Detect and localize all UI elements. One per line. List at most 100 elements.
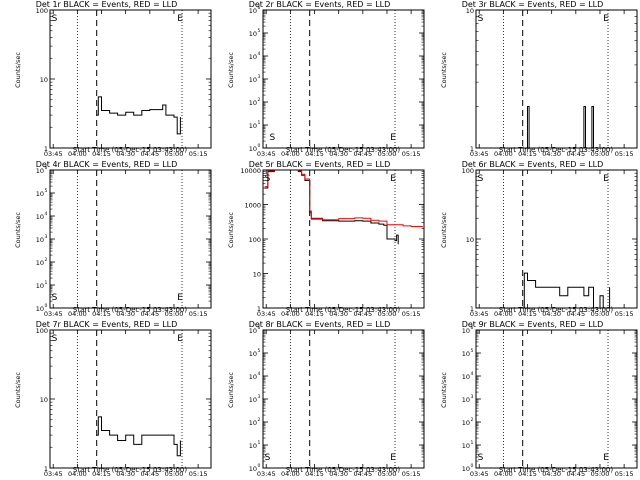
x-axis-label: Start Time (05-Dec-15 03:43:00) xyxy=(498,306,614,314)
x-tick-label: 04:15 xyxy=(305,470,324,478)
flare-marker-s: S xyxy=(478,453,484,463)
y-tick-exponent: 1 xyxy=(45,280,48,286)
y-tick-label: 10 xyxy=(40,396,48,404)
flare-marker-s: S xyxy=(478,174,484,184)
x-tick-label: 05:00 xyxy=(165,470,184,478)
y-tick-label: 10 xyxy=(249,465,257,473)
y-tick-label: 10 xyxy=(249,145,257,153)
y-tick-label: 10 xyxy=(249,30,257,38)
x-tick-label: 04:15 xyxy=(92,150,111,158)
x-tick-label: 03:45 xyxy=(257,470,276,478)
x-tick-label: 04:45 xyxy=(566,470,585,478)
y-tick-label: 100 xyxy=(36,7,48,15)
x-tick-label: 05:15 xyxy=(189,470,208,478)
y-tick-label: 10 xyxy=(249,373,257,381)
x-tick-label: 04:00 xyxy=(68,310,87,318)
y-tick-label: 1 xyxy=(470,305,474,313)
y-tick-label: 10 xyxy=(36,190,44,198)
plot-area: 03:45 04:00 04:15 04:30 04:45 05:00 05:15 1 10 10… xyxy=(462,167,638,318)
y-axis-label: Counts/sec xyxy=(227,52,235,88)
plot-frame xyxy=(262,329,425,469)
flare-marker-s: S xyxy=(265,174,271,184)
y-tick-label: 1 xyxy=(44,465,48,473)
y-tick-label: 1 xyxy=(257,305,261,313)
y-axis-label: Counts/sec xyxy=(14,372,22,408)
x-tick-label: 04:45 xyxy=(140,470,159,478)
y-tick-label: 1 xyxy=(44,145,48,153)
y-tick-exponent: 6 xyxy=(258,325,261,331)
y-axis-label: Counts/sec xyxy=(14,212,22,248)
plot-area: 03:45 04:00 04:15 04:30 04:45 05:00 05:15 1 10 10… xyxy=(240,167,425,318)
flare-marker-e: E xyxy=(177,293,183,303)
chart-title: Det 7r BLACK = Events, RED = LLD xyxy=(35,320,178,329)
x-tick-label: 03:45 xyxy=(44,310,63,318)
chart-title: Det 8r BLACK = Events, RED = LLD xyxy=(248,320,391,329)
x-tick-label: 03:45 xyxy=(257,150,276,158)
x-tick-label: 05:15 xyxy=(615,150,634,158)
events-series-line xyxy=(96,96,181,135)
x-tick-label: 05:00 xyxy=(591,470,610,478)
chart-title: Det 1r BLACK = Events, RED = LLD xyxy=(35,0,178,9)
x-tick-label: 05:15 xyxy=(402,150,421,158)
y-axis-label: Counts/sec xyxy=(227,212,235,248)
x-tick-label: 04:30 xyxy=(329,150,348,158)
y-axis-label: Counts/sec xyxy=(14,52,22,88)
x-tick-label: 05:15 xyxy=(615,470,634,478)
x-tick-label: 04:30 xyxy=(116,310,135,318)
x-tick-label: 04:00 xyxy=(281,470,300,478)
x-tick-label: 04:30 xyxy=(116,150,135,158)
plot-frame xyxy=(262,169,425,309)
y-axis-label: Counts/sec xyxy=(227,372,235,408)
plot-frame xyxy=(49,329,212,469)
y-tick-exponent: 0 xyxy=(471,463,474,469)
x-axis-label: Start Time (05-Dec-15 03:43:00) xyxy=(285,306,401,314)
y-tick-exponent: 2 xyxy=(45,257,48,263)
x-tick-label: 04:15 xyxy=(305,150,324,158)
y-tick-label: 10 xyxy=(462,419,470,427)
plot-area: 03:45 04:00 04:15 04:30 04:45 05:00 05:15 1 10 S E xyxy=(466,7,638,158)
y-tick-label: 10 xyxy=(249,327,257,335)
x-tick-label: 04:00 xyxy=(494,150,513,158)
y-axis-label: Counts/sec xyxy=(440,372,448,408)
y-tick-label: 10 xyxy=(249,7,257,15)
flare-marker-e: E xyxy=(177,14,183,24)
x-tick-label: 04:15 xyxy=(92,470,111,478)
x-tick-label: 04:00 xyxy=(281,310,300,318)
detector-panel-3: 03:45 04:00 04:15 04:30 04:45 05:00 05:15 1 10 S E… xyxy=(426,0,639,160)
x-tick-label: 04:15 xyxy=(518,310,537,318)
detector-panel-2: 03:45 04:00 04:15 04:30 04:45 05:00 05:15 10 0 10… xyxy=(213,0,426,160)
x-tick-label: 05:00 xyxy=(378,150,397,158)
y-tick-exponent: 0 xyxy=(258,463,261,469)
y-tick-exponent: 2 xyxy=(258,97,261,103)
y-tick-label: 10 xyxy=(462,442,470,450)
chart-title: Det 4r BLACK = Events, RED = LLD xyxy=(35,160,178,169)
x-axis-label: Start Time (05-Dec-15 03:43:00) xyxy=(72,466,188,474)
y-tick-exponent: 3 xyxy=(258,394,261,400)
flare-marker-e: E xyxy=(177,334,183,344)
y-tick-exponent: 6 xyxy=(471,325,474,331)
x-tick-label: 04:45 xyxy=(140,150,159,158)
x-tick-label: 05:15 xyxy=(402,310,421,318)
y-tick-label: 10 xyxy=(466,7,474,15)
x-tick-label: 05:00 xyxy=(165,310,184,318)
y-tick-exponent: 4 xyxy=(258,371,261,377)
y-tick-label: 10 xyxy=(36,213,44,221)
x-tick-label: 04:45 xyxy=(353,150,372,158)
y-tick-label: 10 xyxy=(249,76,257,84)
y-tick-exponent: 5 xyxy=(258,28,261,34)
x-tick-label: 04:00 xyxy=(494,310,513,318)
detector-panel-9: 03:45 04:00 04:15 04:30 04:45 05:00 05:15 10 0 10… xyxy=(426,320,639,480)
y-tick-label: 10000 xyxy=(240,167,261,175)
x-tick-label: 04:45 xyxy=(140,310,159,318)
plot-frame xyxy=(475,9,638,149)
y-tick-exponent: 5 xyxy=(45,188,48,194)
plot-frame xyxy=(262,9,425,149)
detector-panel-6: 03:45 04:00 04:15 04:30 04:45 05:00 05:15 1 10 10… xyxy=(426,160,639,320)
y-tick-label: 10 xyxy=(462,465,470,473)
y-tick-exponent: 1 xyxy=(471,440,474,446)
flare-marker-e: E xyxy=(390,174,396,184)
x-axis-label: Start Time (05-Dec-15 03:43:00) xyxy=(498,466,614,474)
